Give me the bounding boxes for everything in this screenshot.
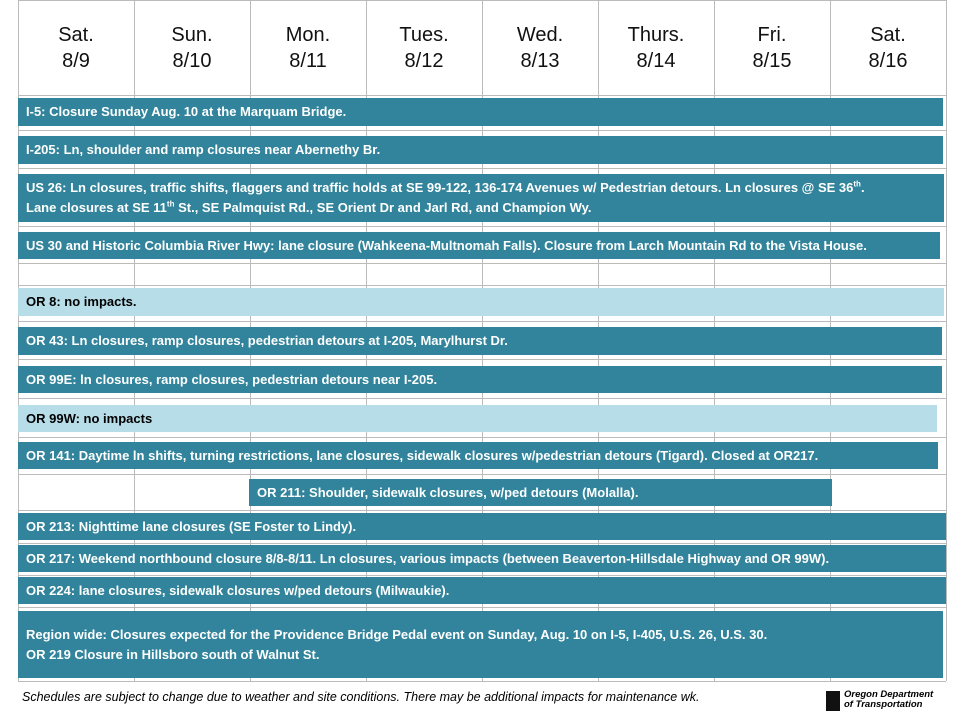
day-name: Sun. [171,24,213,46]
day-date: 8/16 [868,50,908,72]
bar-text: . [860,180,865,195]
bar-text: OR 213: Nighttime lane closures (SE Fost… [26,518,357,534]
day-name: Fri. [757,24,787,46]
bar-text: US 26: Ln closures, traffic shifts, flag… [26,180,854,195]
bar-text-line: OR 211: Shoulder, sidewalk closures, w/p… [257,483,824,503]
day-date: 8/9 [62,50,90,72]
bar-text: OR 141: Daytime ln shifts, turning restr… [26,447,819,463]
bar-text-line: OR 99E: ln closures, ramp closures, pede… [26,370,934,390]
day-date: 8/10 [172,50,212,72]
closure-bar: OR 224: lane closures, sidewalk closures… [18,577,946,604]
closure-bar: OR 99W: no impacts [18,405,937,432]
bar-text-line: OR 43: Ln closures, ramp closures, pedes… [26,331,934,351]
bar-text-line: Lane closures at SE 11th St., SE Palmqui… [26,198,936,218]
bar-text: US 30 and Historic Columbia River Hwy: l… [26,237,867,253]
day-header: Thurs. 8/14 [598,22,714,74]
closure-bar: OR 8: no impacts. [18,288,944,316]
closure-bar: OR 217: Weekend northbound closure 8/8-8… [18,545,946,572]
day-header: Mon. 8/11 [250,22,366,74]
bar-text: OR 99W: no impacts [26,410,153,426]
day-date: 8/14 [636,50,676,72]
day-header: Wed. 8/13 [482,22,598,74]
closure-bar: OR 211: Shoulder, sidewalk closures, w/p… [249,479,832,506]
day-date: 8/11 [289,50,327,72]
day-date: 8/15 [752,50,792,72]
odot-logo: Oregon Department of Transportation [826,689,946,713]
bar-text-line: I-205: Ln, shoulder and ramp closures ne… [26,140,935,160]
closure-bar: OR 213: Nighttime lane closures (SE Fost… [18,513,946,540]
bar-text: OR 219 Closure in Hillsboro south of Wal… [26,646,320,662]
bar-text-line: OR 99W: no impacts [26,409,929,429]
day-date: 8/12 [404,50,444,72]
footer-note: Schedules are subject to change due to w… [22,690,700,704]
grid-line [946,0,947,681]
bar-text: OR 43: Ln closures, ramp closures, pedes… [26,333,508,348]
bar-text: OR 224: lane closures, sidewalk closures… [26,582,450,598]
day-name: Sat. [870,24,906,46]
closure-bar: US 26: Ln closures, traffic shifts, flag… [18,174,944,222]
bar-text-line: US 30 and Historic Columbia River Hwy: l… [26,236,932,256]
closure-bar: OR 141: Daytime ln shifts, turning restr… [18,442,938,469]
bar-text: th [166,199,175,209]
day-name: Thurs. [627,24,685,46]
logo-icon [826,691,840,711]
bar-text-line: Region wide: Closures expected for the P… [26,625,935,645]
closure-bar: I-5: Closure Sunday Aug. 10 at the Marqu… [18,98,943,126]
logo-text: of Transportation [844,699,923,710]
bar-text-line: OR 141: Daytime ln shifts, turning restr… [26,446,930,466]
bar-text-line: US 26: Ln closures, traffic shifts, flag… [26,178,936,198]
bar-text-line: OR 213: Nighttime lane closures (SE Fost… [26,517,938,537]
day-name: Sat. [58,24,94,46]
day-name: Mon. [285,24,331,46]
bar-text: OR 211: Shoulder, sidewalk closures, w/p… [257,484,639,500]
day-header: Fri. 8/15 [714,22,830,74]
day-header: Tues. 8/12 [366,22,482,74]
grid-line [18,681,946,682]
day-name: Tues. [399,24,449,46]
day-header: Sun. 8/10 [134,22,250,74]
closure-bar: OR 99E: ln closures, ramp closures, pede… [18,366,942,393]
closure-bar: US 30 and Historic Columbia River Hwy: l… [18,232,940,259]
bar-text-line: OR 8: no impacts. [26,292,936,312]
day-name: Wed. [516,24,564,46]
bar-text-line: OR 217: Weekend northbound closure 8/8-8… [26,549,938,569]
bar-text-line: OR 224: lane closures, sidewalk closures… [26,581,938,601]
bar-text: I-5: Closure Sunday Aug. 10 at the Marqu… [26,104,347,119]
closure-bar: OR 43: Ln closures, ramp closures, pedes… [18,327,942,355]
bar-text: OR 99E: ln closures, ramp closures, pede… [26,371,438,387]
day-header: Sat. 8/9 [18,22,134,74]
closure-bar: I-205: Ln, shoulder and ramp closures ne… [18,136,943,164]
day-header: Sat. 8/16 [830,22,946,74]
bar-text: OR 217: Weekend northbound closure 8/8-8… [26,550,830,566]
bar-text: St., SE Palmquist Rd., SE Orient Dr and … [174,200,592,215]
bar-text: th [853,179,861,189]
bar-text-line: I-5: Closure Sunday Aug. 10 at the Marqu… [26,102,935,122]
bar-text-line: OR 219 Closure in Hillsboro south of Wal… [26,645,935,665]
bar-text: I-205: Ln, shoulder and ramp closures ne… [26,142,381,157]
bar-text: Lane closures at SE 11 [26,200,167,215]
bar-text: Region wide: Closures expected for the P… [26,626,768,642]
logo-text: Oregon Department [844,689,934,700]
bar-text: OR 8: no impacts. [26,294,137,309]
closure-bar: Region wide: Closures expected for the P… [18,611,943,678]
day-date: 8/13 [520,50,560,72]
